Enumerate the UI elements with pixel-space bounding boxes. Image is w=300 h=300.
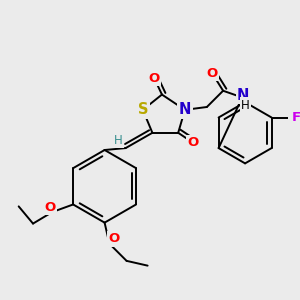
Text: S: S bbox=[138, 102, 148, 117]
Text: H: H bbox=[241, 99, 250, 112]
Text: F: F bbox=[292, 111, 300, 124]
Text: O: O bbox=[206, 67, 217, 80]
Text: N: N bbox=[179, 102, 191, 117]
Text: O: O bbox=[109, 232, 120, 245]
Text: H: H bbox=[114, 134, 122, 147]
Text: O: O bbox=[149, 72, 160, 85]
Text: O: O bbox=[45, 201, 56, 214]
Text: N: N bbox=[237, 88, 249, 103]
Text: O: O bbox=[187, 136, 198, 149]
